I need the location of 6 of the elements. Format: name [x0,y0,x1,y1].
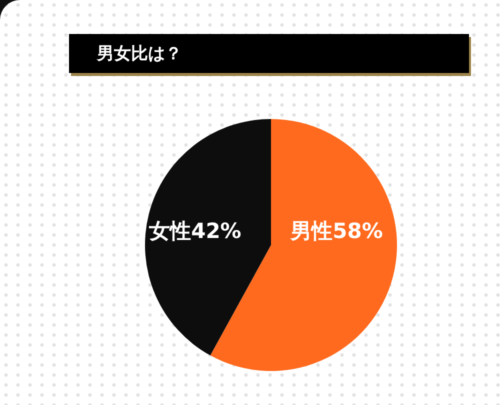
chart-title: 男女比は？ [97,43,182,65]
slice-label: 女性 [148,219,192,244]
data-label: 42% [191,219,242,244]
slice-label: 男性 [290,219,333,244]
data-label: 58% [332,219,383,244]
pie-slice [145,119,271,356]
